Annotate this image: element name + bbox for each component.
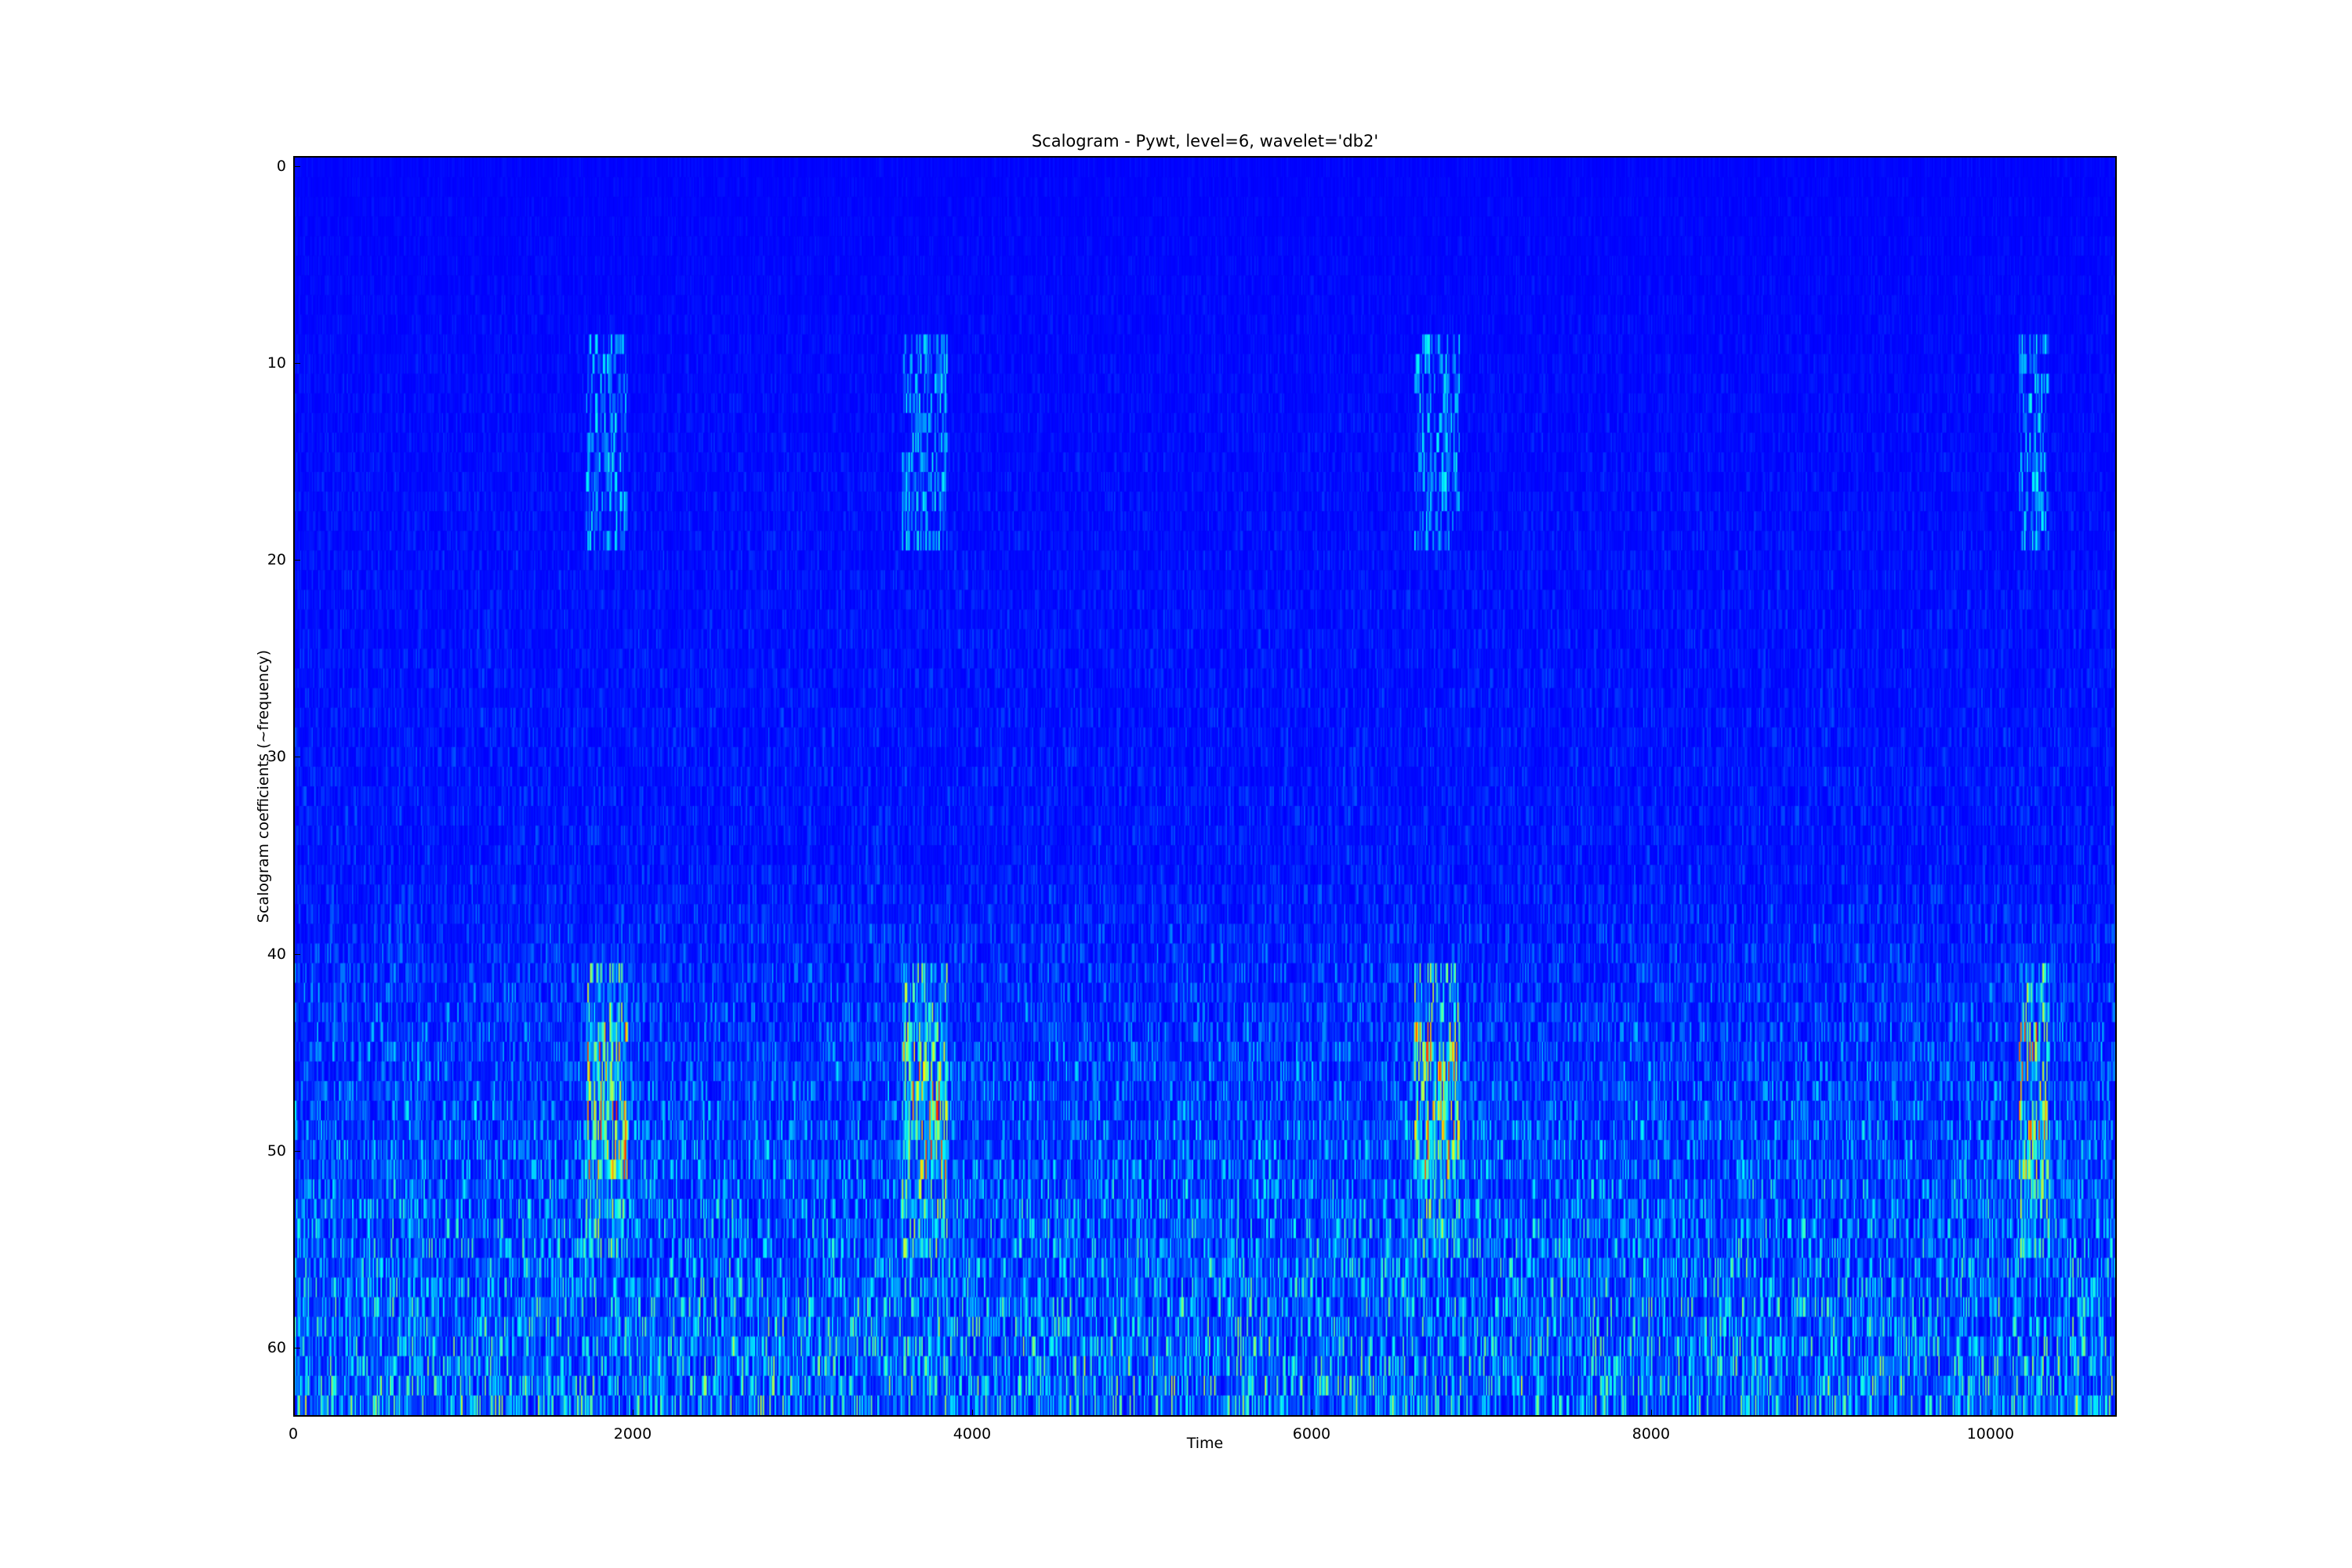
x-tick-label: 10000: [1966, 1425, 2015, 1443]
x-tick-label: 6000: [1292, 1425, 1331, 1443]
y-tick-label: 30: [267, 748, 286, 766]
x-axis-label: Time: [1186, 1435, 1224, 1452]
y-tick-mark: [294, 560, 300, 561]
y-tick-label: 10: [267, 354, 286, 372]
y-tick-mark: [294, 362, 300, 364]
x-tick-mark: [1650, 1410, 1652, 1416]
x-tick-label: 2000: [613, 1425, 652, 1443]
y-tick-mark: [294, 1150, 300, 1152]
heatmap-plot-area: [293, 156, 2117, 1417]
y-tick-label: 50: [267, 1142, 286, 1160]
y-tick-label: 40: [267, 945, 286, 963]
x-tick-label: 0: [288, 1425, 299, 1443]
y-tick-mark: [294, 165, 300, 167]
x-tick-mark: [293, 1410, 294, 1416]
y-tick-mark: [294, 953, 300, 955]
x-tick-label: 8000: [1632, 1425, 1671, 1443]
y-tick-label: 60: [267, 1339, 286, 1357]
y-tick-label: 20: [267, 551, 286, 569]
scalogram-heatmap: [295, 158, 2115, 1415]
y-axis-label: Scalogram coefficients (~frequency): [255, 649, 272, 924]
y-tick-label: 0: [276, 157, 286, 175]
x-tick-label: 4000: [953, 1425, 992, 1443]
chart-title: Scalogram - Pywt, level=6, wavelet='db2': [1031, 132, 1379, 151]
x-tick-mark: [971, 1410, 973, 1416]
